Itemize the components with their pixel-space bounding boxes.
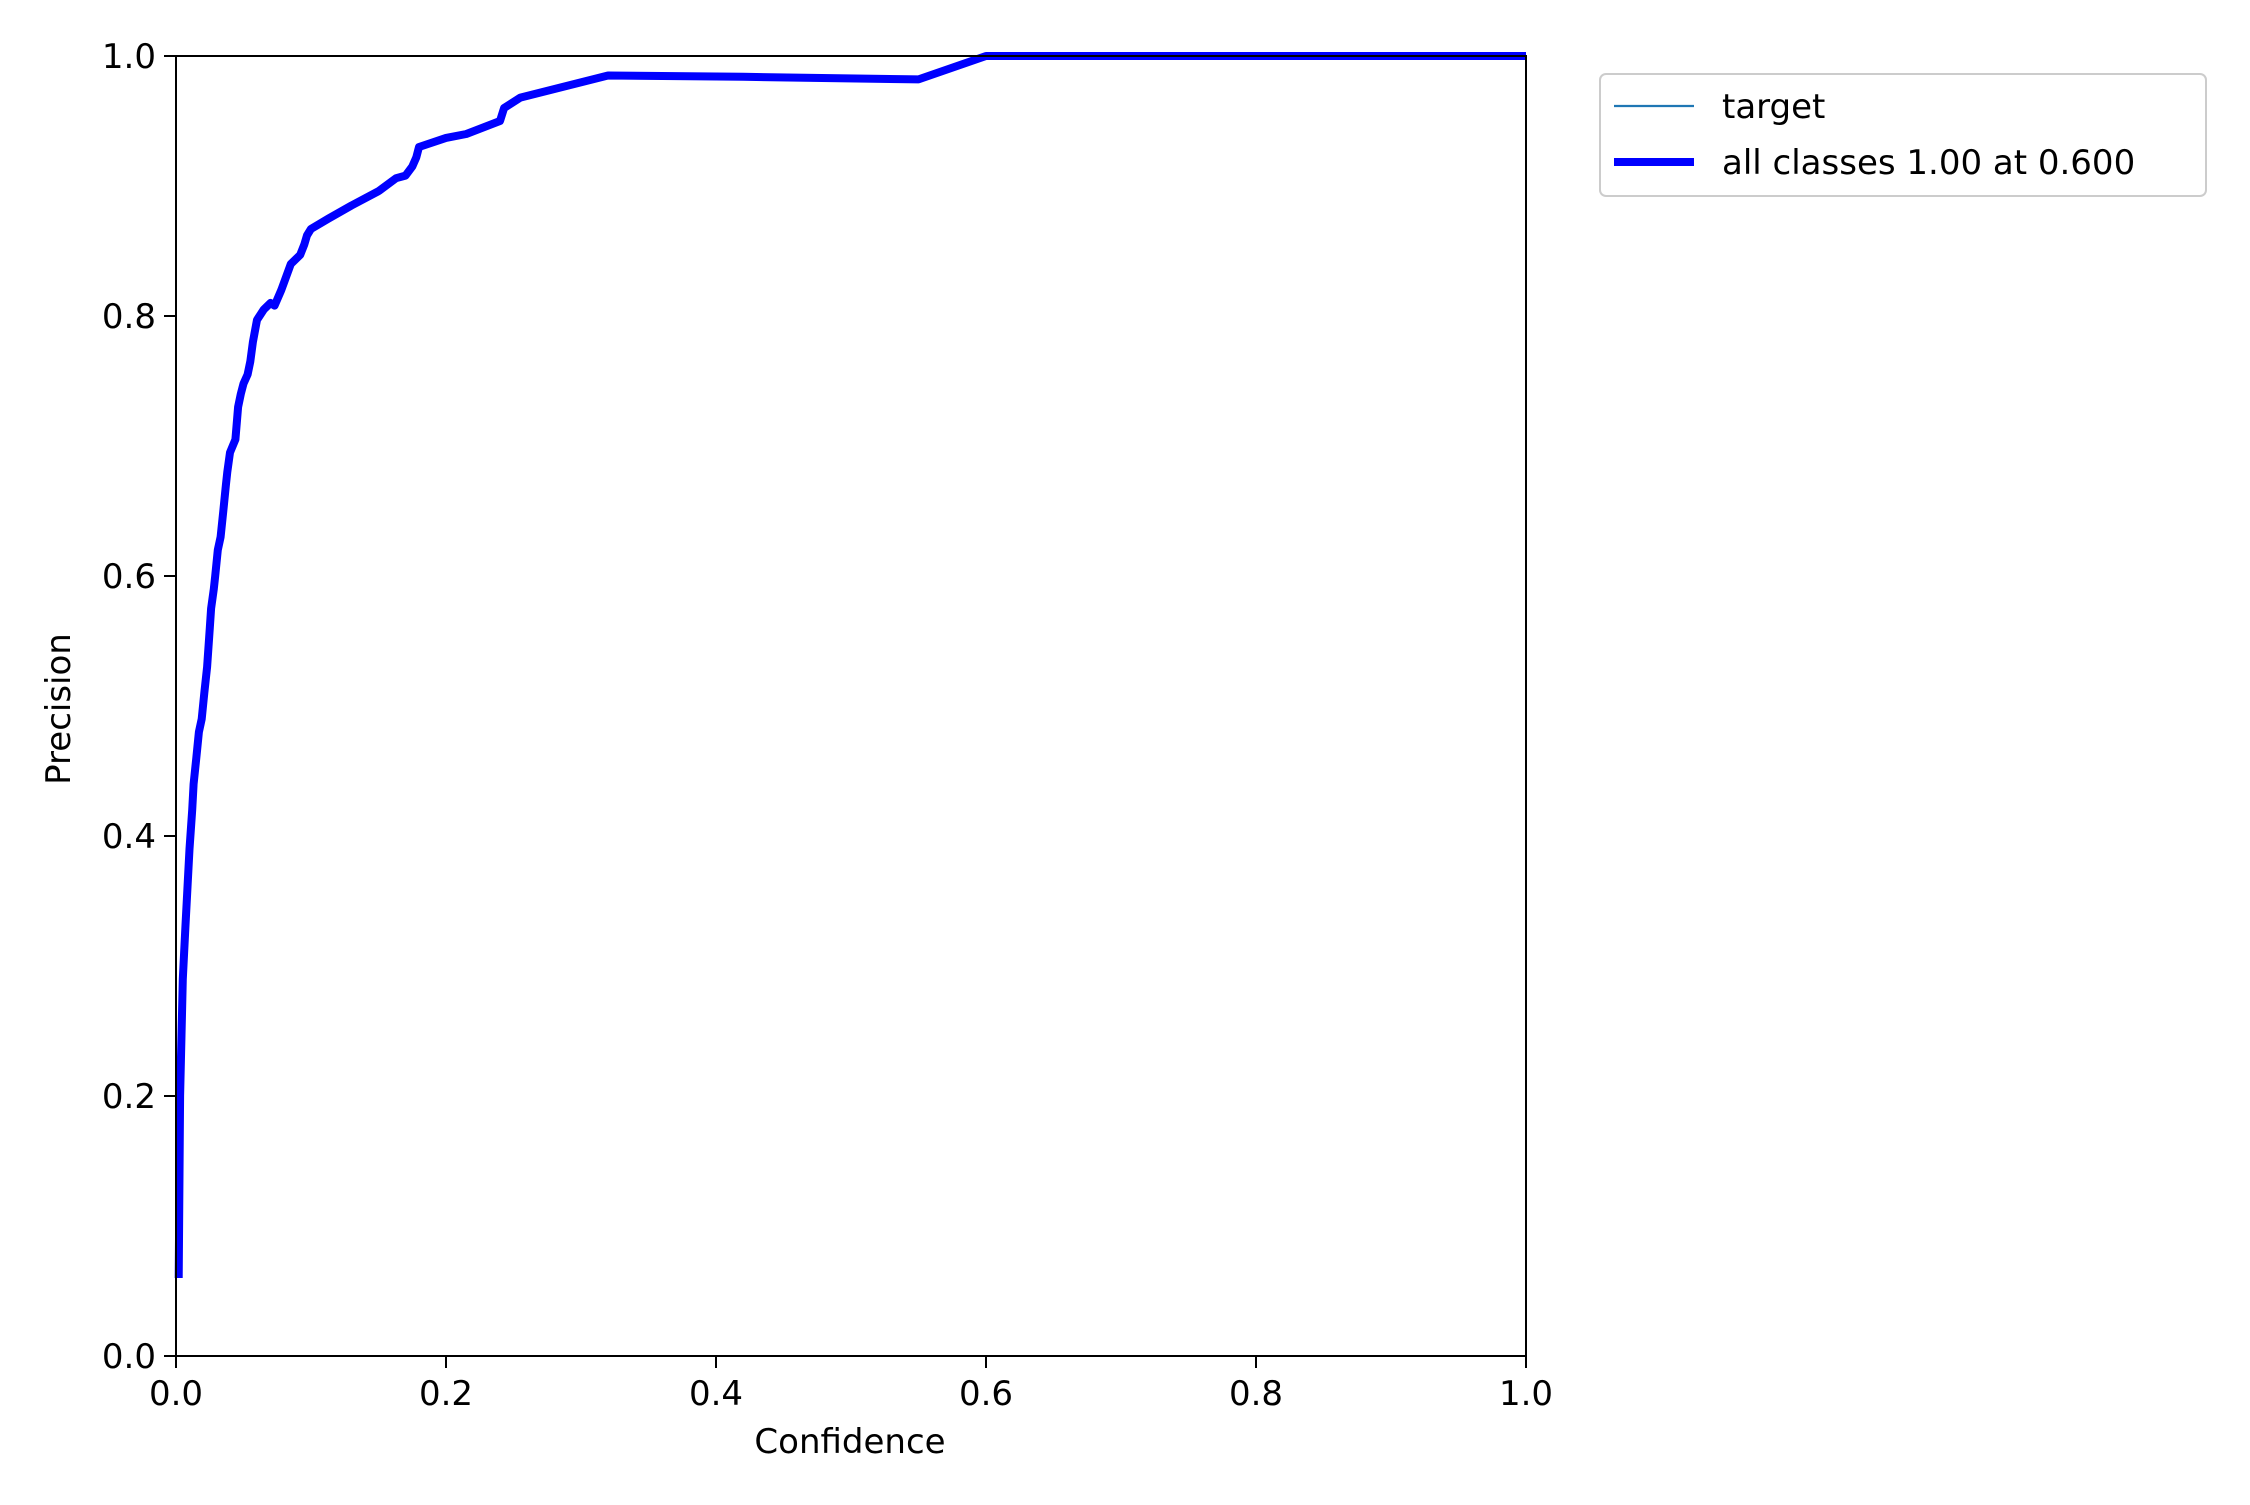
plot-area	[174, 52, 1527, 1357]
y-axis-label: Precision	[39, 633, 79, 785]
legend-label-0: target	[1722, 87, 1825, 127]
y-tick-label: 1.0	[102, 37, 156, 77]
legend-box	[1599, 73, 2207, 197]
x-axis-label: Confidence	[754, 1422, 945, 1462]
y-tick-label: 0.6	[102, 557, 156, 597]
x-tick-label: 1.0	[1499, 1374, 1553, 1414]
axes-frame	[175, 55, 1527, 1357]
x-tick-label: 0.8	[1229, 1374, 1283, 1414]
x-tick-label: 0.0	[149, 1374, 203, 1414]
y-tick-label: 0.8	[102, 297, 156, 337]
x-tick-label: 0.2	[419, 1374, 473, 1414]
x-tick-label: 0.6	[959, 1374, 1013, 1414]
legend: target all classes 1.00 at 0.600	[1599, 73, 2207, 197]
x-tick-label: 0.4	[689, 1374, 743, 1414]
y-tick-label: 0.0	[102, 1337, 156, 1377]
axis-ticks: 0.0 0.2 0.4 0.6 0.8 1.0 0.0 0.2 0.4 0.6 0.8 1.0	[102, 37, 1553, 1414]
series-line-1	[174, 52, 1526, 1279]
y-tick-label: 0.4	[102, 817, 156, 857]
legend-label-1: all classes 1.00 at 0.600	[1722, 143, 2135, 183]
y-tick-label: 0.2	[102, 1077, 156, 1117]
